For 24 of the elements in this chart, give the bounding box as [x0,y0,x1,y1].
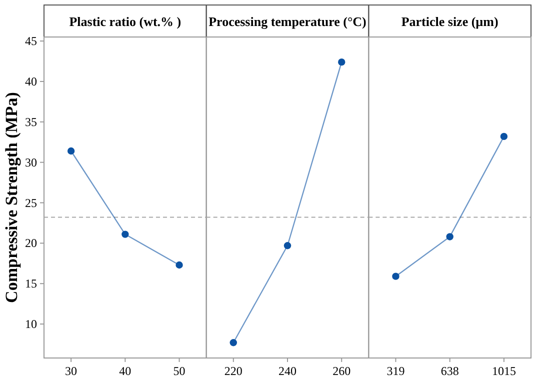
x-tick-label: 1015 [492,364,516,378]
point [176,261,183,269]
chart-title: Plastic ratio (wt.% ) [69,14,182,29]
x-tick-label: 260 [332,364,351,378]
y-tick-label: 40 [25,74,37,88]
point [122,230,129,238]
x-tick-label: 240 [278,364,296,378]
y-tick-label: 45 [25,34,37,48]
x-tick-label: 319 [386,364,405,378]
y-tick-label: 15 [25,276,37,291]
x-tick-label: 50 [173,364,186,378]
y-tick-label: 30 [25,155,37,170]
y-tick-label: 20 [25,236,37,250]
x-tick-label: 638 [440,364,459,378]
chart-title: Processing temperature (°C) [208,14,366,29]
x-tick-label: 30 [65,364,78,378]
point [67,147,75,155]
x-tick-label: 40 [119,364,132,378]
y-axis-title: Compressive Strength (MPa) [2,92,21,303]
chart-title: Particle size (µm) [401,14,498,29]
y-tick-label: 25 [25,196,37,210]
y-tick-label: 10 [25,317,37,332]
x-tick-label: 220 [224,364,242,378]
y-tick-label: 35 [25,114,37,129]
